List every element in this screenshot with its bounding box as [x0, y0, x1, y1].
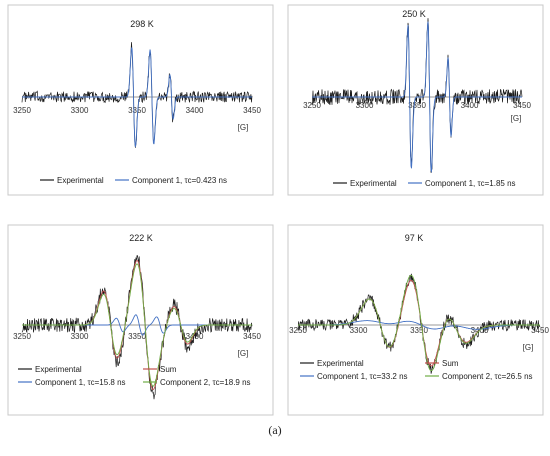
legend-label: Sum — [160, 365, 177, 374]
x-tick-label: 3300 — [350, 326, 368, 335]
figure-caption: (a) — [268, 423, 282, 437]
legend-label: Experimental — [57, 176, 104, 185]
x-tick-label: 3450 — [243, 332, 261, 341]
chart-title: 250 K — [402, 9, 426, 19]
x-tick-label: 3300 — [356, 101, 374, 110]
legend-label: Component 1, τc=33.2 ns — [317, 372, 408, 381]
x-tick-label: 3300 — [71, 106, 89, 115]
x-tick-label: 3450 — [243, 106, 261, 115]
x-tick-label: 3400 — [186, 106, 204, 115]
x-tick-label: 3250 — [13, 106, 31, 115]
series-line-2 — [22, 47, 252, 148]
chart-panel-1: 298 K 3250 3300 3350 3400 3450 [G] Experimental… — [7, 4, 274, 196]
x-tick-label: 3400 — [186, 332, 204, 341]
chart-title: 97 K — [405, 233, 424, 243]
x-tick-label: 3250 — [303, 101, 321, 110]
legend-label: Component 2, τc=18.9 ns — [160, 378, 251, 387]
series-line-3 — [298, 320, 540, 330]
chart-frame — [7, 4, 274, 196]
x-tick-label: 3350 — [408, 101, 426, 110]
legend-label: Component 1, τc=0.423 ns — [132, 176, 227, 185]
legend-label: Component 1, τc=1.85 ns — [425, 179, 516, 188]
legend-label: Sum — [442, 359, 459, 368]
legend-label: Experimental — [350, 179, 397, 188]
series-line-2 — [312, 21, 522, 173]
x-unit-label: [G] — [511, 114, 522, 123]
x-tick-label: 3450 — [513, 101, 531, 110]
x-tick-label: 3450 — [531, 326, 549, 335]
x-tick-label: 3250 — [13, 332, 31, 341]
x-tick-label: 3400 — [461, 101, 479, 110]
legend-label: Component 1, τc=15.8 ns — [35, 378, 126, 387]
x-tick-label: 3350 — [128, 106, 146, 115]
series-line-4 — [22, 263, 252, 387]
legend-label: Component 2, τc=26.5 ns — [442, 372, 533, 381]
chart-title: 222 K — [129, 233, 153, 243]
legend-label: Experimental — [317, 359, 364, 368]
x-tick-label: 3350 — [410, 326, 428, 335]
x-tick-label: 3300 — [71, 332, 89, 341]
x-tick-label: 3350 — [128, 332, 146, 341]
chart-panel-2: 250 K 3250 3300 3350 3400 3450 [G] Experimental… — [287, 4, 544, 196]
legend-label: Experimental — [35, 365, 82, 374]
series-line-1 — [311, 18, 523, 173]
series-line-4 — [298, 274, 540, 372]
x-unit-label: [G] — [238, 123, 249, 132]
x-unit-label: [G] — [523, 343, 534, 352]
chart-title: 298 K — [130, 19, 154, 29]
chart-panel-3: 222 K 3250 3300 3350 3400 3450 [G] Experimental… — [7, 224, 274, 416]
x-unit-label: [G] — [238, 349, 249, 358]
